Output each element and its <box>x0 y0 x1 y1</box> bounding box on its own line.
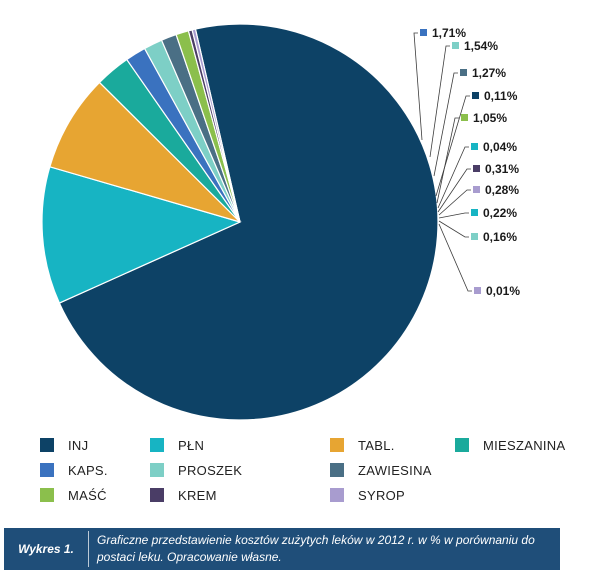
legend-item-krem: KREM <box>150 486 217 504</box>
leader-line <box>437 146 469 209</box>
legend-swatch <box>455 438 469 452</box>
legend-label: KAPS. <box>68 462 108 478</box>
label-marker <box>473 186 480 193</box>
slice-syrop <box>191 28 241 223</box>
legend-label: ZAWIESINA <box>358 462 432 478</box>
legend-item-kaps: KAPS. <box>40 461 108 479</box>
legend-item-inj: INJ <box>40 436 88 454</box>
legend-label: INJ <box>68 437 89 453</box>
pie-chart: 1,71%1,54% 1,27% 0,11% 1,05% 0,04% 0,31% 0,28%… <box>41 23 520 421</box>
slice-inj <box>58 23 439 421</box>
leader-line <box>438 220 469 238</box>
label-marker <box>471 233 478 240</box>
leader-line <box>438 223 472 292</box>
leader-line <box>437 168 471 213</box>
legend-item-zawiesina: ZAWIESINA <box>330 461 432 479</box>
slice-labels: 1,71%1,54% 1,27% 0,11% 1,05% 0,04% 0,31% 0,28%… <box>420 26 520 298</box>
slice-label: 0,11% <box>484 89 518 103</box>
figure-caption: Wykres 1. Graficzne przedstawienie koszt… <box>4 528 560 570</box>
legend-swatch <box>40 488 54 502</box>
label-marker <box>472 92 479 99</box>
legend-label: TABL. <box>358 437 395 453</box>
legend-swatch <box>330 488 344 502</box>
legend-item-mieszanina: MIESZANINA <box>455 436 565 454</box>
slice-label: 1,05% <box>473 111 507 125</box>
slice-label: 0,01% <box>486 284 520 298</box>
slice-label: 1,71% <box>432 26 466 40</box>
label-marker <box>452 42 459 49</box>
leader-line <box>438 212 469 219</box>
legend: INJ MIESZANINA ZAWIESINA SYROP PŁN KAPS. MAŚĆ T… <box>40 436 580 516</box>
legend-swatch <box>330 463 344 477</box>
legend-item-ma: MAŚĆ <box>40 486 107 504</box>
label-marker <box>420 29 427 36</box>
label-marker <box>473 165 480 172</box>
slice-label: 0,31% <box>485 162 519 176</box>
legend-item-proszek: PROSZEK <box>150 461 242 479</box>
slice-label: 1,54% <box>464 39 498 53</box>
label-marker <box>471 143 478 150</box>
legend-item-syrop: SYROP <box>330 486 405 504</box>
slice-label: 0,04% <box>483 140 517 154</box>
label-marker <box>461 114 468 121</box>
slice-label: 0,28% <box>485 183 519 197</box>
leader-line <box>433 72 458 177</box>
legend-label: KREM <box>178 487 217 503</box>
label-leaders <box>413 32 472 292</box>
legend-item-tabl: TABL. <box>330 436 395 454</box>
legend-label: PŁN <box>178 437 205 453</box>
label-marker <box>460 69 467 76</box>
leader-line <box>436 117 459 204</box>
pie-slices <box>41 23 439 421</box>
caption-label: Wykres 1. <box>18 542 74 556</box>
caption-text: Graficzne przedstawienie kosztów zużytyc… <box>97 533 535 564</box>
slice-tabl <box>49 81 241 223</box>
leader-line <box>429 45 450 158</box>
leader-line <box>435 95 470 197</box>
legend-label: PROSZEK <box>178 462 243 478</box>
legend-swatch <box>40 463 54 477</box>
slice-label: 1,27% <box>472 66 506 80</box>
slice-p-n <box>41 166 242 304</box>
legend-swatch <box>150 463 164 477</box>
slice-label: 0,22% <box>483 206 517 220</box>
legend-swatch <box>40 438 54 452</box>
legend-label: MIESZANINA <box>483 437 566 453</box>
legend-swatch <box>330 438 344 452</box>
slice-label: 0,16% <box>483 230 517 244</box>
legend-item-p-n: PŁN <box>150 436 204 454</box>
leader-line <box>438 189 471 216</box>
legend-swatch <box>150 488 164 502</box>
legend-swatch <box>150 438 164 452</box>
label-marker <box>474 287 481 294</box>
legend-label: SYROP <box>358 487 406 503</box>
caption-divider <box>88 531 89 567</box>
label-marker <box>471 209 478 216</box>
leader-line <box>413 32 423 141</box>
legend-label: MAŚĆ <box>68 487 107 503</box>
